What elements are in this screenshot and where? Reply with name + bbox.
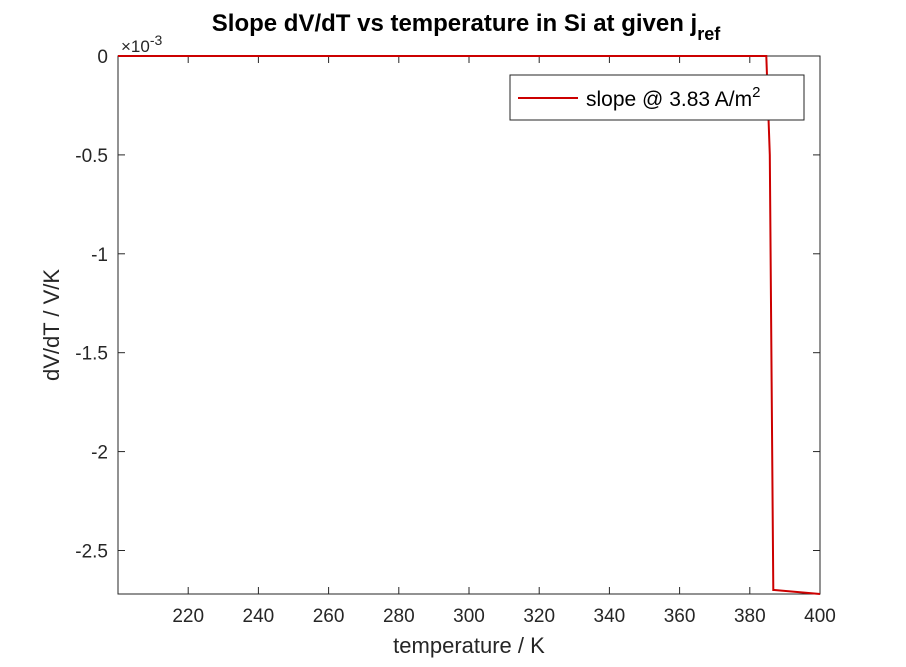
chart-title-subscript: ref bbox=[697, 24, 721, 44]
x-tick-label: 220 bbox=[172, 606, 204, 627]
chart-title-main: Slope dV/dT vs temperature in Si at give… bbox=[212, 10, 697, 37]
y-axis-exponent-base: ×10 bbox=[121, 37, 150, 56]
chart-title: Slope dV/dT vs temperature in Si at give… bbox=[212, 10, 721, 44]
x-tick-label: 340 bbox=[594, 606, 626, 627]
x-tick-label: 400 bbox=[804, 606, 836, 627]
x-tick-label: 260 bbox=[313, 606, 345, 627]
y-axis-label: dV/dT / V/K bbox=[39, 269, 64, 381]
x-tick-label: 320 bbox=[523, 606, 555, 627]
y-axis-exponent: ×10-3 bbox=[121, 32, 163, 56]
x-tick-label: 280 bbox=[383, 606, 415, 627]
legend-entry-label: slope @ 3.83 A/m2 bbox=[586, 84, 760, 111]
y-tick-label: -2 bbox=[91, 443, 108, 464]
legend[interactable]: slope @ 3.83 A/m2 bbox=[509, 74, 805, 121]
y-tick-label: -1 bbox=[91, 245, 108, 266]
x-tick-label: 240 bbox=[243, 606, 275, 627]
x-axis-ticks: 220 240 260 280 300 320 340 360 380 400 bbox=[172, 56, 836, 627]
y-tick-label: -1.5 bbox=[75, 344, 108, 365]
x-tick-label: 300 bbox=[453, 606, 485, 627]
x-axis-label: temperature / K bbox=[393, 633, 545, 658]
legend-entry-superscript: 2 bbox=[752, 84, 760, 101]
series-group bbox=[118, 55, 821, 595]
y-tick-label: -2.5 bbox=[75, 541, 108, 562]
y-tick-label: -0.5 bbox=[75, 146, 108, 167]
y-tick-label: 0 bbox=[97, 47, 108, 68]
y-axis-exponent-power: -3 bbox=[150, 32, 163, 48]
chart-title-group: Slope dV/dT vs temperature in Si at give… bbox=[212, 10, 721, 44]
y-axis-ticks: 0 -0.5 -1 -1.5 -2 -2.5 bbox=[75, 47, 820, 562]
legend-entry-text: slope @ 3.83 A/m bbox=[586, 88, 752, 111]
plot-area bbox=[117, 55, 821, 595]
x-tick-label: 360 bbox=[664, 606, 696, 627]
x-tick-label: 380 bbox=[734, 606, 766, 627]
series-line bbox=[118, 55, 821, 595]
